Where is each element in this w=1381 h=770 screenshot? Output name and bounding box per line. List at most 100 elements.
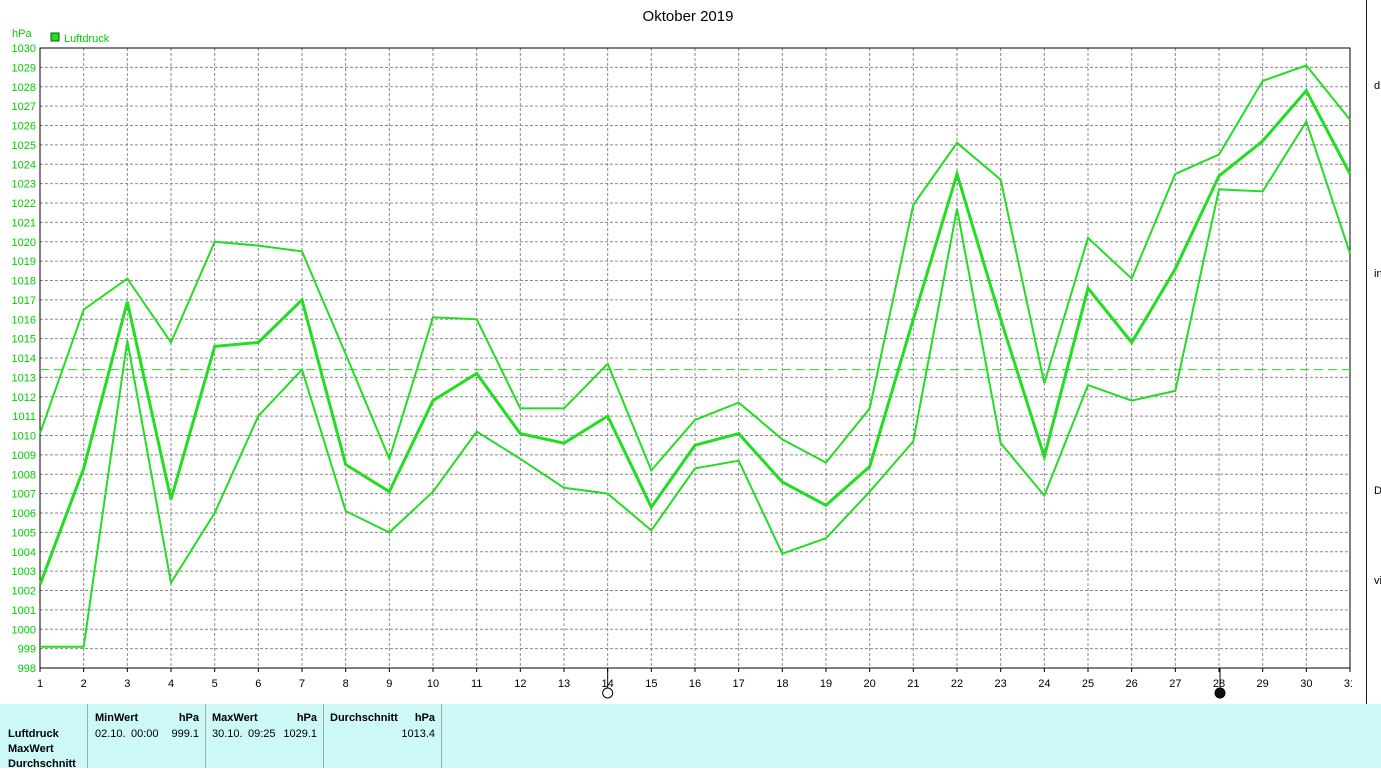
x-tick-label: 22 (951, 678, 963, 690)
y-tick-label: 1023 (12, 179, 36, 191)
y-tick-label: 1029 (12, 62, 36, 74)
y-tick-label: 1000 (12, 624, 36, 636)
y-tick-label: 1030 (12, 43, 36, 55)
x-tick-label: 16 (689, 678, 701, 690)
y-tick-label: 1018 (12, 276, 36, 288)
side-fragment-1: d (1374, 80, 1381, 92)
y-tick-label: 1024 (12, 159, 36, 171)
x-tick-label: 17 (733, 678, 745, 690)
x-tick-label: 6 (255, 678, 261, 690)
x-tick-label: 12 (514, 678, 526, 690)
stats-max-header: MaxWert (212, 712, 258, 724)
y-tick-label: 1012 (12, 392, 36, 404)
x-tick-label: 10 (427, 678, 439, 690)
stats-avg-header: Durchschnitt (330, 712, 398, 724)
y-tick-label: 1006 (12, 508, 36, 520)
side-fragment-4: vi (1374, 575, 1381, 587)
plot-frame (39, 47, 1351, 669)
x-tick-label: 29 (1257, 678, 1269, 690)
x-tick-label: 2 (81, 678, 87, 690)
x-tick-label: 18 (776, 678, 788, 690)
y-tick-label: 1010 (12, 431, 36, 443)
x-tick-label: 5 (212, 678, 218, 690)
x-tick-label: 7 (299, 678, 305, 690)
x-tick-label: 21 (907, 678, 919, 690)
full-moon-icon (602, 687, 614, 699)
x-tick-label: 8 (343, 678, 349, 690)
y-tick-label: 1001 (12, 605, 36, 617)
stats-min-value: 999.1 (171, 728, 199, 740)
y-tick-label: 1002 (12, 586, 36, 598)
x-tick-label: 11 (471, 678, 482, 690)
x-tick-label: 25 (1082, 678, 1094, 690)
stats-row-label-durchschnitt: Durchschnitt (8, 758, 76, 770)
y-tick-label: 1026 (12, 121, 36, 133)
grid (40, 48, 1350, 668)
axes: 998 999 1000 1001 1002 1003 1004 1005 1006 1007 10… (12, 43, 1352, 690)
chart-title: Oktober 2019 (643, 8, 734, 25)
x-tick-label: 19 (820, 678, 832, 690)
stats-min-column: MinWert hPa 02.10. 00:00 999.1 (87, 704, 206, 768)
y-tick-label: 1016 (12, 314, 36, 326)
y-tick-label: 1003 (12, 566, 36, 578)
moon-markers (602, 668, 1226, 699)
y-tick-label: 1015 (12, 334, 36, 346)
stats-max-unit: hPa (296, 712, 317, 724)
x-tick-label: 24 (1038, 678, 1050, 690)
y-tick-label: 1007 (12, 489, 36, 501)
series-line-min (40, 119, 1351, 648)
y-tick-label: 1022 (12, 198, 36, 210)
series-line-max (39, 64, 1351, 473)
stats-min-time: 00:00 (131, 728, 159, 740)
legend-label: Luftdruck (64, 33, 110, 45)
stats-max-column: MaxWert hPa 30.10. 09:25 1029.1 (205, 704, 324, 768)
x-tick-label: 31 (1344, 678, 1352, 690)
stats-min-date: 02.10. (95, 728, 126, 740)
y-tick-label: 998 (18, 663, 36, 675)
x-tick-label: 30 (1300, 678, 1312, 690)
stats-max-value: 1029.1 (283, 728, 317, 740)
series-line-mean (38, 87, 1352, 586)
y-tick-label: 1021 (12, 217, 36, 229)
stats-row-label-luftdruck: Luftdruck (8, 728, 59, 740)
x-tick-label: 23 (995, 678, 1007, 690)
y-tick-label: 1027 (12, 101, 36, 113)
series-lines (38, 64, 1352, 648)
y-tick-label: 1011 (12, 411, 36, 423)
y-tick-label: 1020 (12, 237, 36, 249)
x-tick-label: 15 (645, 678, 657, 690)
x-tick-label: 1 (37, 678, 43, 690)
y-tick-label: 1014 (12, 353, 36, 365)
stats-min-header: MinWert (95, 712, 139, 724)
y-tick-label: 1017 (12, 295, 36, 307)
stats-row-label-maxwert: MaxWert (8, 743, 54, 755)
stats-max-time: 09:25 (248, 728, 276, 740)
x-tick-label: 26 (1126, 678, 1138, 690)
x-tick-label: 27 (1169, 678, 1181, 690)
side-window-edge (1352, 0, 1381, 768)
legend-swatch (50, 32, 60, 42)
side-fragment-3: D (1374, 485, 1381, 497)
y-tick-label: 1009 (12, 450, 36, 462)
y-tick-label: 1004 (12, 547, 36, 559)
stats-max-date: 30.10. (212, 728, 243, 740)
stats-min-unit: hPa (178, 712, 199, 724)
stats-avg-value: 1013.4 (401, 728, 435, 740)
new-moon-icon (1214, 687, 1226, 699)
x-tick-label: 9 (386, 678, 392, 690)
y-tick-label: 1025 (12, 140, 36, 152)
y-tick-label: 1013 (12, 372, 36, 384)
y-tick-label: 1028 (12, 82, 36, 94)
window-edge-line (1366, 0, 1367, 768)
pressure-chart: Oktober 2019 hPa Luftdruck 998 999 1000 100… (12, 8, 1352, 699)
stats-avg-unit: hPa (414, 712, 435, 724)
y-tick-label: 1008 (12, 469, 36, 481)
stats-avg-column: Durchschnitt hPa 1013.4 (324, 704, 442, 768)
x-tick-label: 13 (558, 678, 570, 690)
x-tick-label: 3 (124, 678, 130, 690)
side-fragment-2: in (1374, 268, 1381, 280)
y-tick-label: 1019 (12, 256, 36, 268)
y-axis-unit: hPa (12, 28, 32, 40)
stats-panel: Luftdruck MaxWert Durchschnitt MinWert h… (0, 704, 1381, 770)
x-tick-label: 4 (168, 678, 174, 690)
